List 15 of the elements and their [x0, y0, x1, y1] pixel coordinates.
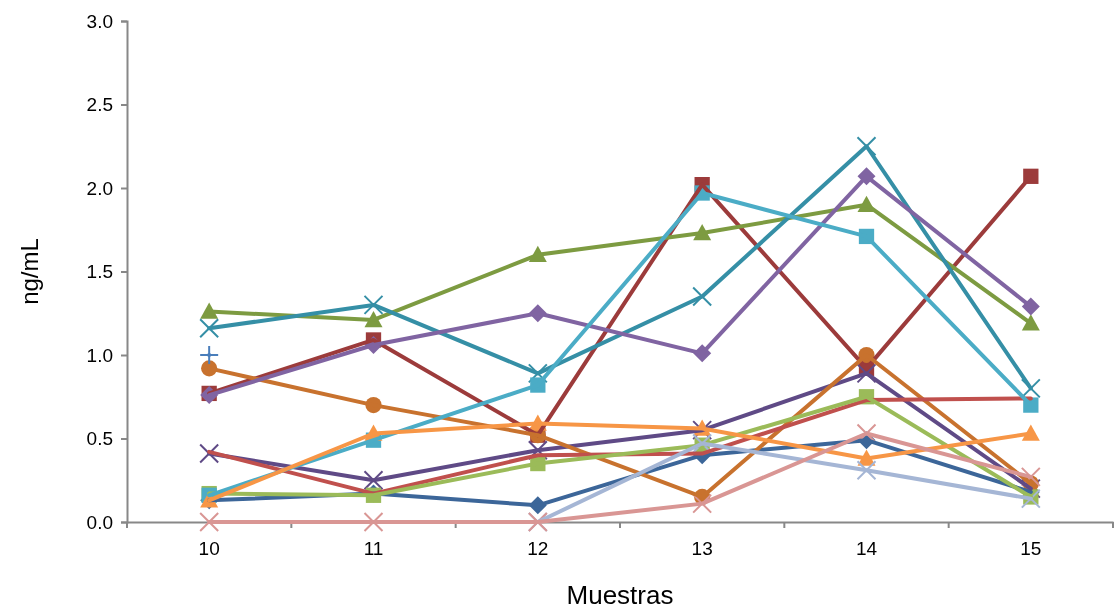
- y-tick-label: 0.0: [86, 511, 113, 533]
- x-tick-label: 14: [855, 538, 878, 560]
- y-axis-title: ng/mL: [16, 238, 43, 305]
- y-tick-label: 0.5: [86, 428, 113, 450]
- y-tick-label: 3.0: [86, 10, 113, 32]
- y-tick-label: 1.0: [86, 344, 113, 366]
- x-tick-label: 11: [363, 538, 384, 560]
- y-tick-label: 1.5: [86, 261, 113, 283]
- x-axis-title: Muestras: [566, 580, 674, 610]
- y-tick-label: 2.5: [86, 94, 113, 116]
- x-tick-label: 15: [1020, 538, 1042, 560]
- x-tick-label: 13: [691, 538, 713, 560]
- x-tick-label: 12: [527, 538, 549, 560]
- y-tick-label: 2.0: [86, 177, 113, 199]
- x-tick-label: 10: [198, 538, 220, 560]
